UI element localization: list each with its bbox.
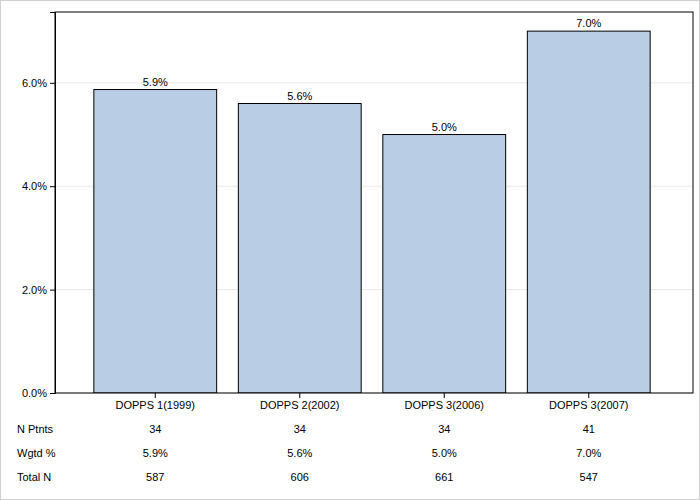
y-tick: 6.0% — [22, 77, 55, 89]
x-tick: DOPPS 2(2002) — [260, 393, 339, 411]
x-tick-mark — [444, 393, 445, 398]
table-row-label: Wgtd % — [17, 447, 56, 459]
table-cell: 5.0% — [432, 447, 457, 459]
x-tick: DOPPS 1(1999) — [116, 393, 195, 411]
y-tick-mark — [50, 290, 55, 291]
y-tick: 4.0% — [22, 180, 55, 192]
y-axis: 0.0% 2.0% 4.0% 6.0% — [22, 13, 56, 400]
bars — [94, 31, 650, 393]
y-tick-label: 6.0% — [22, 77, 47, 89]
y-axis-line — [50, 13, 56, 394]
chart: 0.0% 2.0% 4.0% 6.0% DOPPS 1(1999) DOPPS 2(200… — [0, 0, 700, 500]
bar — [383, 135, 506, 393]
data-label: 5.0% — [432, 121, 457, 133]
x-tick-label: DOPPS 1(1999) — [116, 399, 195, 411]
table-cell: 41 — [583, 423, 595, 435]
x-tick-label: DOPPS 3(2006) — [405, 399, 484, 411]
y-tick-label: 0.0% — [22, 387, 47, 399]
table-cell: 606 — [291, 471, 309, 483]
data-label: 7.0% — [576, 17, 601, 29]
x-axis: DOPPS 1(1999) DOPPS 2(2002) DOPPS 3(2006) D… — [116, 393, 629, 411]
x-tick-mark — [588, 393, 589, 398]
bar — [94, 90, 217, 393]
y-tick: 2.0% — [22, 284, 55, 296]
table-cell: 661 — [435, 471, 453, 483]
table-cell: 547 — [580, 471, 598, 483]
table-row-label: N Ptnts — [17, 423, 54, 435]
y-tick-mark — [50, 393, 55, 394]
y-tick-mark — [50, 83, 55, 84]
table-cell: 34 — [294, 423, 306, 435]
table-cell: 7.0% — [576, 447, 601, 459]
bar — [527, 31, 650, 393]
y-tick-mark — [50, 186, 55, 187]
table-cell: 5.9% — [143, 447, 168, 459]
table-cell: 5.6% — [287, 447, 312, 459]
x-tick-label: DOPPS 3(2007) — [549, 399, 628, 411]
table-row-label: Total N — [17, 471, 51, 483]
y-tick-label: 4.0% — [22, 180, 47, 192]
data-labels: 5.9% 5.6% 5.0% 7.0% — [143, 17, 602, 132]
x-tick-mark — [155, 393, 156, 398]
table-cell: 34 — [149, 423, 161, 435]
x-tick-mark — [299, 393, 300, 398]
background — [1, 1, 700, 500]
x-tick-label: DOPPS 2(2002) — [260, 399, 339, 411]
data-label: 5.9% — [143, 76, 168, 88]
data-label: 5.6% — [287, 90, 312, 102]
table-cell: 34 — [438, 423, 450, 435]
table: N Ptnts 34 34 34 41 Wgtd % 5.9% 5.6% 5.0% 7.0% Tot… — [17, 423, 602, 483]
x-tick: DOPPS 3(2007) — [549, 393, 628, 411]
plot-frame — [55, 12, 693, 393]
y-tick: 0.0% — [22, 387, 55, 399]
y-tick-label: 2.0% — [22, 284, 47, 296]
table-cell: 587 — [146, 471, 164, 483]
bar — [238, 104, 361, 393]
x-tick: DOPPS 3(2006) — [405, 393, 484, 411]
